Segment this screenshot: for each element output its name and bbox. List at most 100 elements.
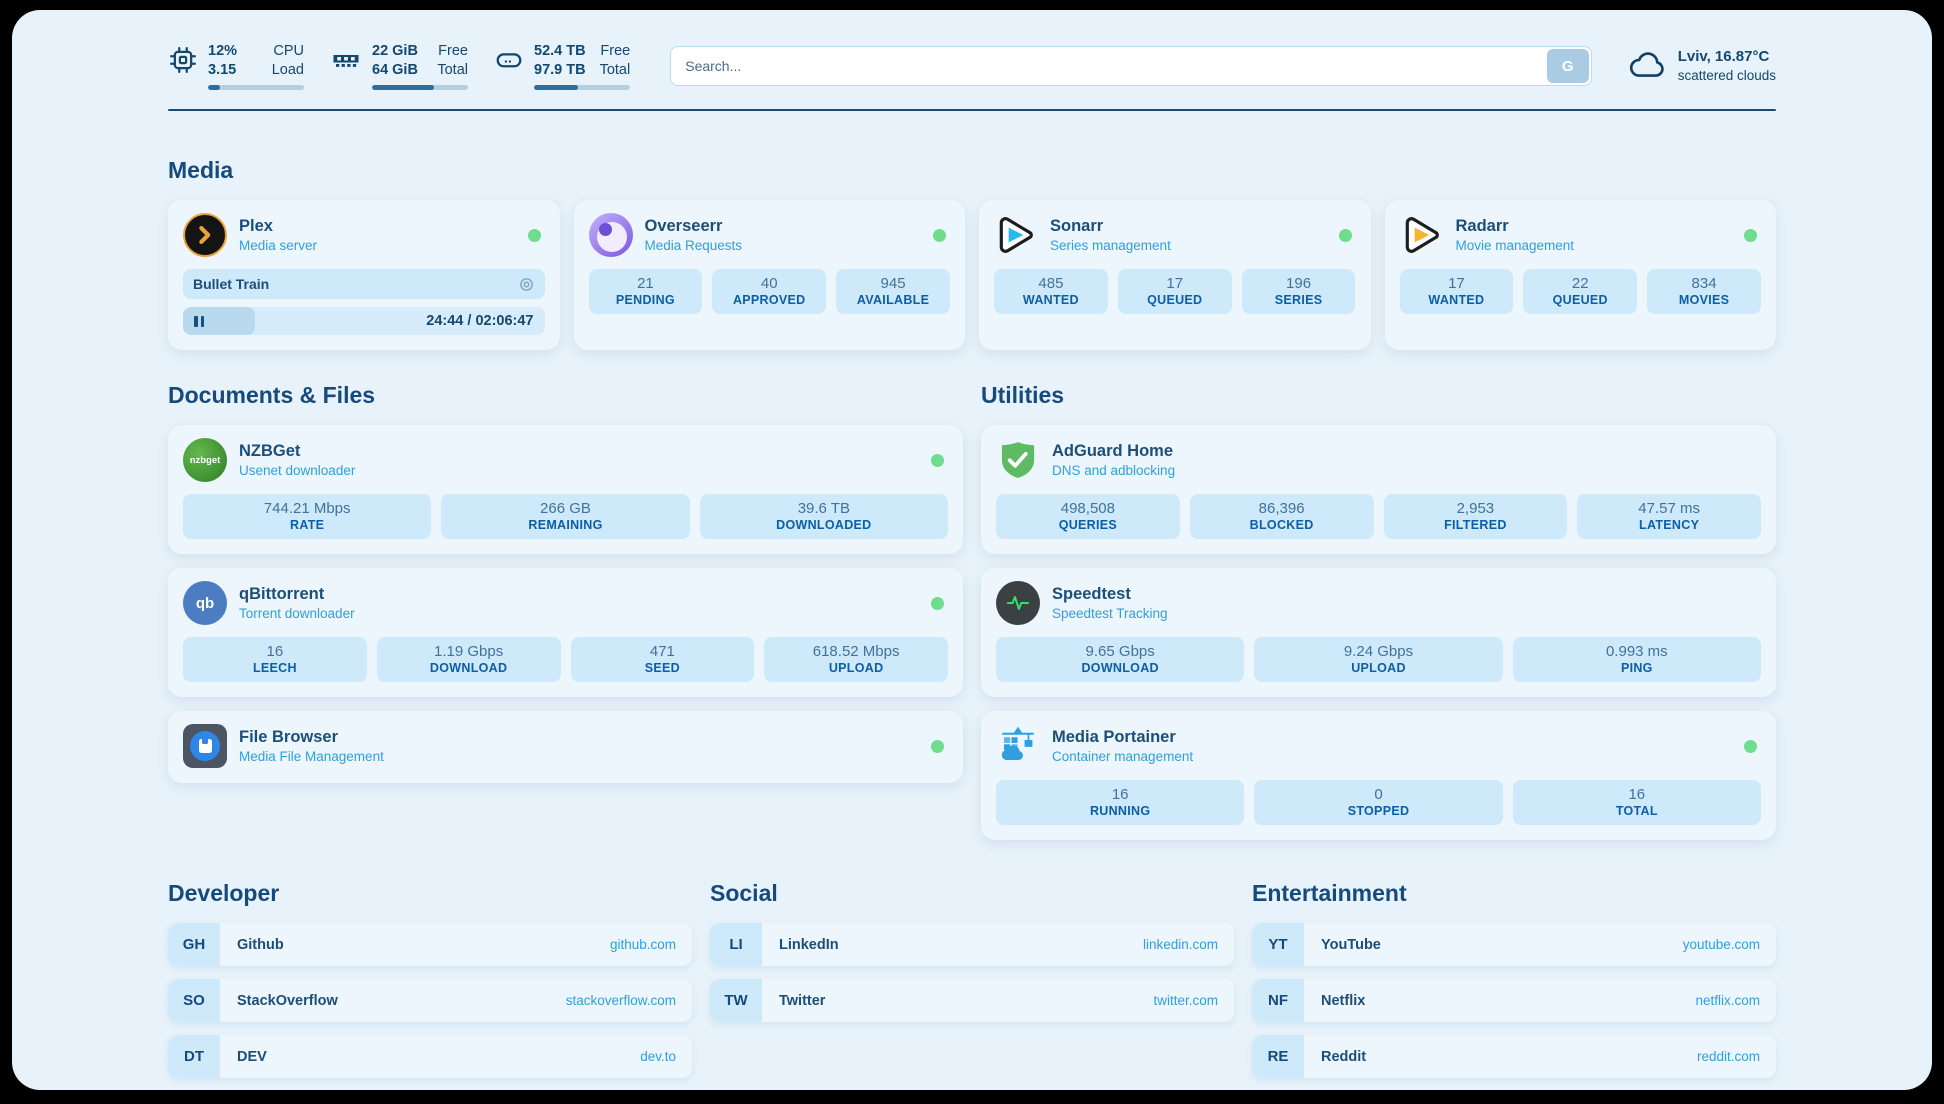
bookmark-abbr: DT — [168, 1035, 220, 1078]
service-title: NZBGet — [239, 442, 301, 460]
now-playing-view-icon — [518, 276, 535, 293]
service-card-plex[interactable]: Plex Media server Bullet Train 24:44 / 0… — [168, 200, 560, 350]
service-title: AdGuard Home — [1052, 442, 1174, 460]
bookmark-name: Netflix — [1321, 992, 1366, 1009]
stat-series: 196 SERIES — [1241, 269, 1356, 314]
memory-labels: Free Total — [437, 43, 468, 78]
bookmark-abbr: TW — [710, 979, 762, 1022]
bookmark-abbr: GH — [168, 923, 220, 966]
bookmark-url: linkedin.com — [1142, 937, 1218, 952]
stat-running: 16 RUNNING — [996, 780, 1245, 825]
stat-queued: 17 QUEUED — [1117, 269, 1232, 314]
weather-location: Lviv, 16.87°C — [1677, 47, 1770, 65]
status-dot — [527, 228, 541, 242]
portainer-icon — [996, 724, 1040, 768]
status-dot — [933, 228, 946, 242]
service-card-qbittorrent[interactable]: qb qBittorrent Torrent downloader 16 LEEC… — [168, 568, 963, 697]
cpu-labels: CPU Load — [271, 43, 304, 78]
section-heading-developer: Developer — [168, 880, 280, 906]
status-dot — [1744, 739, 1757, 753]
stat-available: 945 AVAILABLE — [836, 269, 950, 314]
filebrowser-icon — [183, 724, 227, 768]
service-card-nzbget[interactable]: nzbget NZBGet Usenet downloader 744.21 M… — [168, 425, 963, 554]
service-title: qBittorrent — [239, 585, 325, 603]
memory-progress-bar — [372, 84, 468, 90]
bookmark-name: YouTube — [1321, 936, 1381, 953]
weather-condition: scattered clouds — [1677, 68, 1776, 84]
bookmark-netflix[interactable]: NF Netflix netflix.com — [1252, 979, 1776, 1022]
cpu-progress-bar — [208, 84, 304, 90]
plex-icon — [183, 213, 227, 257]
bookmark-name: Twitter — [779, 992, 826, 1009]
bookmark-reddit[interactable]: RE Reddit reddit.com — [1252, 1035, 1776, 1078]
resource-widgets: 12% 3.15 CPU Load — [168, 42, 631, 90]
disk-values: 52.4 TB 97.9 TB — [534, 43, 586, 78]
section-developer: Developer GH Github github.com SO StackO… — [168, 880, 692, 1078]
search-input[interactable] — [670, 46, 1592, 86]
disk-progress-bar — [534, 84, 631, 90]
service-subtitle: DNS and adblocking — [1052, 463, 1176, 478]
now-playing-time: 24:44 / 02:06:47 — [426, 313, 534, 329]
sonarr-icon — [994, 213, 1038, 257]
service-card-radarr[interactable]: Radarr Movie management 17 WANTED 22 QUEUE… — [1384, 200, 1776, 350]
overseerr-icon — [588, 213, 633, 257]
bookmark-url: github.com — [609, 937, 676, 952]
section-documents: Documents & Files nzbget NZBGet Usenet d… — [168, 382, 963, 840]
stat-download: 9.65 Gbps DOWNLOAD — [996, 637, 1245, 682]
stat-wanted: 17 WANTED — [1399, 269, 1514, 314]
weather-widget: Lviv, 16.87°C scattered clouds — [1628, 47, 1776, 85]
service-card-portainer[interactable]: Media Portainer Container management 16 R… — [981, 711, 1776, 840]
service-subtitle: Media Requests — [644, 238, 743, 253]
section-heading-media: Media — [168, 157, 234, 183]
service-title: Radarr — [1455, 217, 1509, 235]
bookmark-github[interactable]: GH Github github.com — [168, 923, 692, 966]
stat-downloaded: 39.6 TB DOWNLOADED — [699, 494, 948, 539]
service-card-speedtest[interactable]: Speedtest Speedtest Tracking 9.65 Gbps DO… — [981, 568, 1776, 697]
bookmark-url: twitter.com — [1153, 993, 1218, 1008]
bookmark-abbr: SO — [168, 979, 220, 1022]
bookmark-youtube[interactable]: YT YouTube youtube.com — [1252, 923, 1776, 966]
radarr-icon — [1400, 213, 1444, 257]
service-subtitle: Movie management — [1455, 238, 1575, 253]
bookmark-abbr: LI — [710, 923, 762, 966]
service-title: File Browser — [239, 728, 339, 746]
stat-download: 1.19 Gbps DOWNLOAD — [376, 637, 561, 682]
service-card-sonarr[interactable]: Sonarr Series management 485 WANTED 17 QUE… — [979, 200, 1371, 350]
now-playing-progress: 24:44 / 02:06:47 — [183, 307, 545, 335]
dashboard-panel: 12% 3.15 CPU Load — [12, 10, 1932, 1090]
bookmark-name: LinkedIn — [779, 936, 839, 953]
stat-movies: 834 MOVIES — [1647, 269, 1761, 314]
memory-icon — [330, 45, 362, 80]
bookmark-dev[interactable]: DT DEV dev.to — [168, 1035, 692, 1078]
bookmark-name: Reddit — [1321, 1048, 1367, 1065]
service-card-overseerr[interactable]: Overseerr Media Requests 21 PENDING 40 APP… — [573, 200, 965, 350]
bookmark-url: youtube.com — [1682, 937, 1760, 952]
bookmark-linkedin[interactable]: LI LinkedIn linkedin.com — [710, 923, 1234, 966]
bookmark-twitter[interactable]: TW Twitter twitter.com — [710, 979, 1234, 1022]
bookmark-stackoverflow[interactable]: SO StackOverflow stackoverflow.com — [168, 979, 692, 1022]
bookmark-name: DEV — [237, 1048, 267, 1065]
stat-blocked: 86,396 BLOCKED — [1189, 494, 1374, 539]
qbittorrent-icon: qb — [183, 581, 227, 625]
section-utilities: Utilities AdGuard Home DNS and adblockin… — [981, 382, 1776, 840]
stat-leech: 16 LEECH — [183, 637, 367, 682]
service-card-adguard[interactable]: AdGuard Home DNS and adblocking 498,508 Q… — [981, 425, 1776, 554]
service-card-filebrowser[interactable]: File Browser Media File Management — [168, 711, 963, 783]
search-provider-button[interactable]: G — [1546, 49, 1589, 83]
stat-seed: 471 SEED — [570, 637, 755, 682]
section-heading-entertainment: Entertainment — [1252, 880, 1407, 906]
bookmark-abbr: NF — [1252, 979, 1304, 1022]
section-heading-documents: Documents & Files — [168, 382, 376, 408]
cpu-widget: 12% 3.15 CPU Load — [168, 42, 304, 90]
bookmark-name: Github — [237, 936, 284, 953]
service-title: Media Portainer — [1052, 728, 1176, 746]
bookmark-url: stackoverflow.com — [565, 993, 676, 1008]
bookmark-url: reddit.com — [1696, 1049, 1760, 1064]
top-bar: 12% 3.15 CPU Load — [168, 36, 1776, 96]
memory-widget: 22 GiB 64 GiB Free Total — [330, 42, 468, 90]
cpu-values: 12% 3.15 — [208, 43, 238, 78]
header-divider — [168, 109, 1776, 111]
stat-upload: 618.52 Mbps UPLOAD — [764, 637, 948, 682]
service-title: Overseerr — [644, 217, 723, 235]
stat-wanted: 485 WANTED — [994, 269, 1108, 314]
